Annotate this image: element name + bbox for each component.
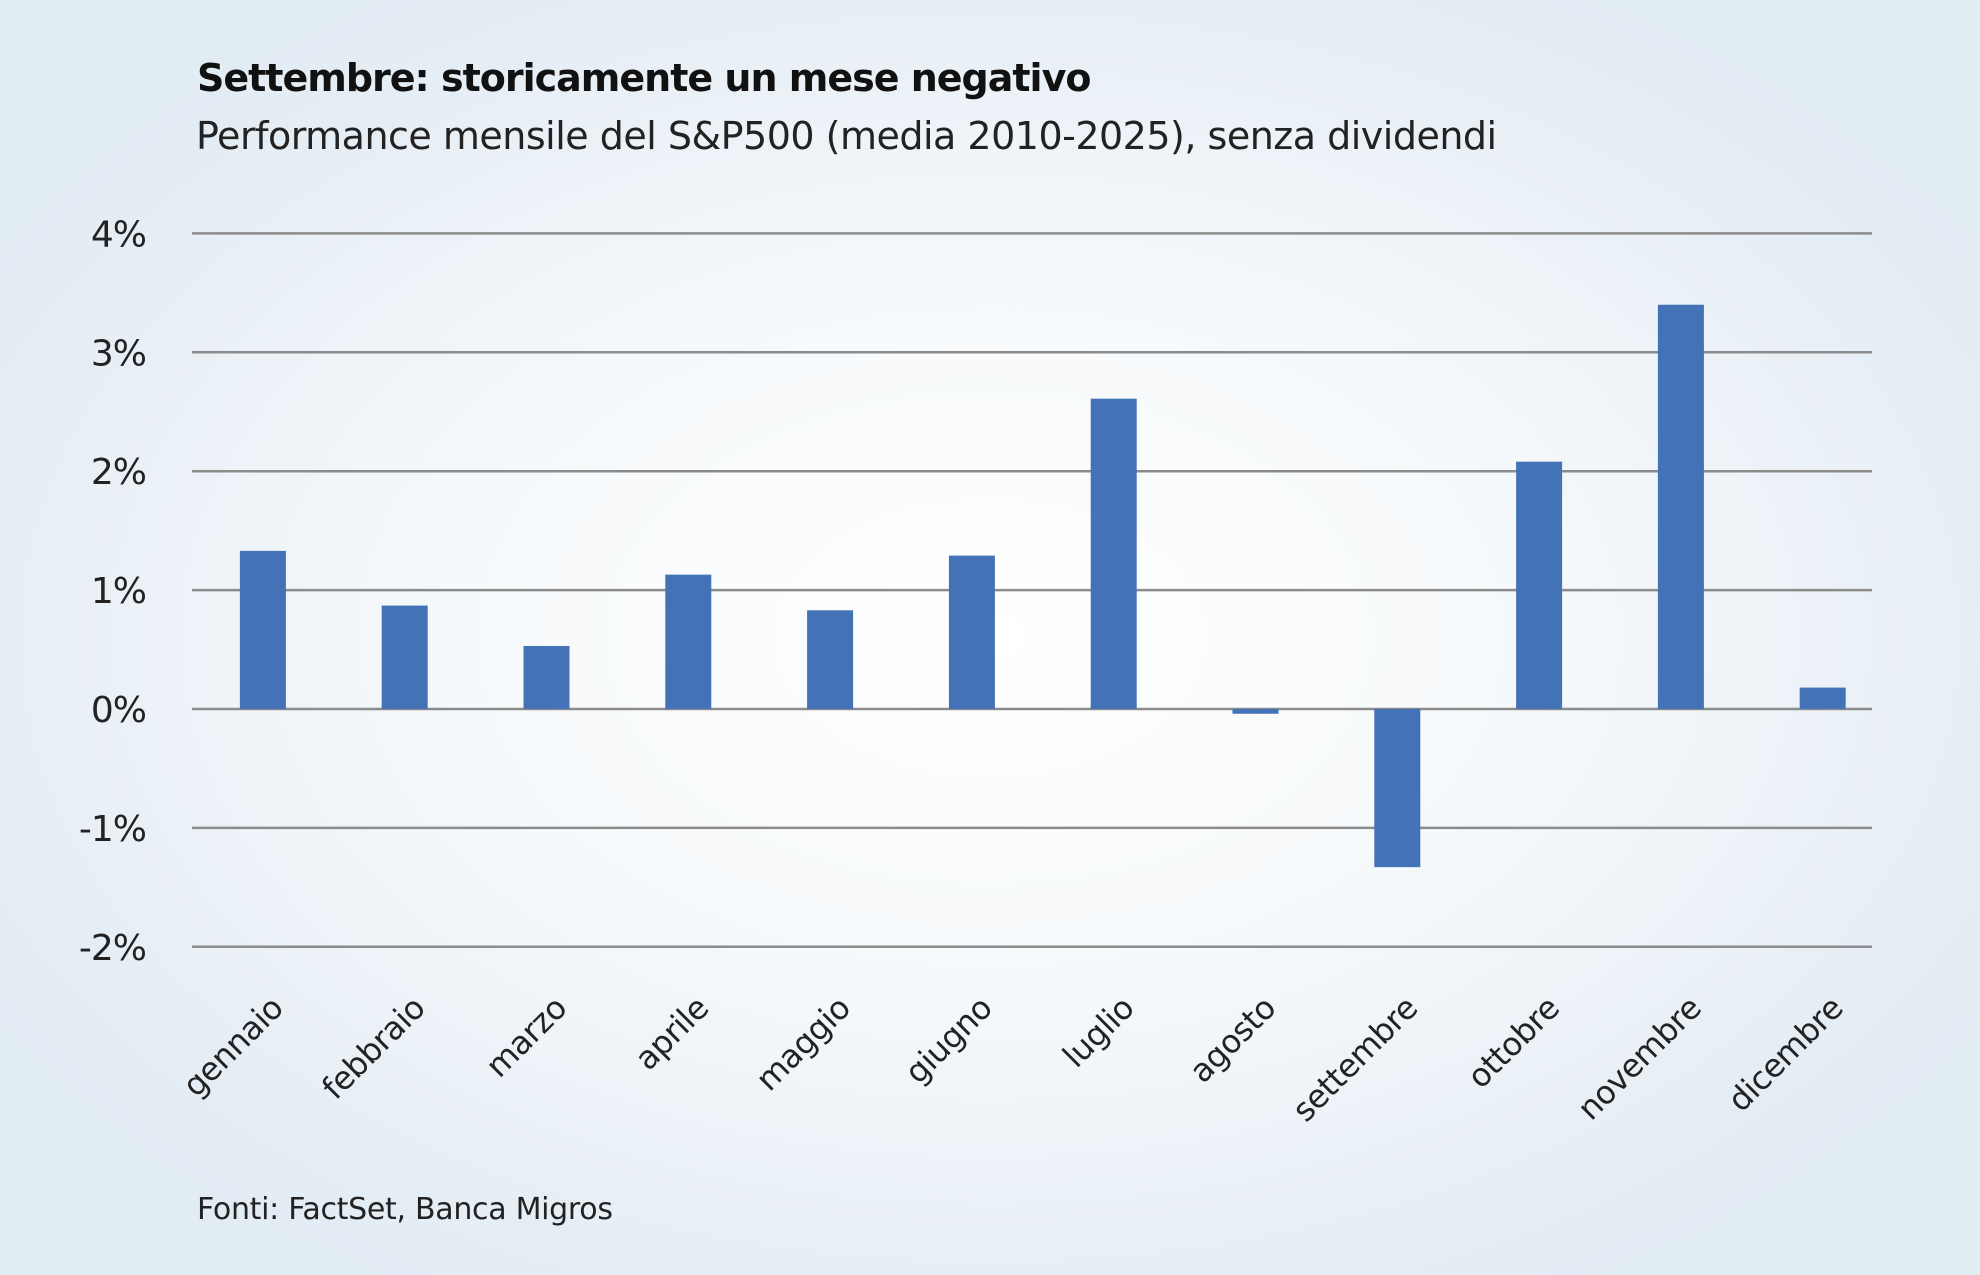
source-note: Fonti: FactSet, Banca Migros xyxy=(197,1192,613,1227)
x-tick-label-dicembre: dicembre xyxy=(1720,989,1850,1119)
bar-maggio xyxy=(807,610,854,709)
bar-marzo xyxy=(523,645,570,709)
x-tick-label-febbraio: febbraio xyxy=(314,989,432,1107)
y-tick-label: -1% xyxy=(79,809,146,850)
bar-febbraio xyxy=(381,605,428,709)
x-axis-ticks: gennaio febbraio marzo aprile maggio giugno lu… xyxy=(175,989,1850,1129)
bar-aprile xyxy=(665,574,712,709)
bar-agosto xyxy=(1232,709,1279,714)
x-tick-label-marzo: marzo xyxy=(478,989,574,1085)
bar-dicembre xyxy=(1799,687,1846,709)
y-axis-ticks: 4% 3% 2% 1% 0% -1% -2% xyxy=(79,214,147,969)
y-tick-label: 3% xyxy=(91,333,146,374)
bars xyxy=(239,304,1846,868)
y-tick-label: 1% xyxy=(91,571,146,612)
bar-luglio xyxy=(1090,398,1137,709)
y-tick-label: -2% xyxy=(79,928,146,969)
x-tick-label-ottobre: ottobre xyxy=(1460,989,1567,1096)
x-tick-label-gennaio: gennaio xyxy=(175,989,290,1104)
x-tick-label-novembre: novembre xyxy=(1570,989,1709,1128)
y-tick-label: 2% xyxy=(91,452,146,493)
x-tick-label-aprile: aprile xyxy=(627,989,716,1078)
gridlines xyxy=(192,232,1872,949)
y-tick-label: 4% xyxy=(91,214,146,255)
bar-giugno xyxy=(948,555,995,709)
x-tick-label-agosto: agosto xyxy=(1182,989,1283,1090)
chart-subtitle: Performance mensile del S&P500 (media 20… xyxy=(196,114,1497,158)
x-tick-label-maggio: maggio xyxy=(748,989,858,1099)
y-tick-label: 0% xyxy=(91,690,146,731)
x-tick-label-luglio: luglio xyxy=(1055,989,1141,1075)
bar-ottobre xyxy=(1516,461,1563,709)
bar-settembre xyxy=(1374,709,1421,868)
x-tick-label-settembre: settembre xyxy=(1285,989,1425,1129)
bar-novembre xyxy=(1657,304,1704,709)
chart-title: Settembre: storicamente un mese negativo xyxy=(197,56,1091,100)
bar-gennaio xyxy=(239,550,286,709)
x-tick-label-giugno: giugno xyxy=(897,989,999,1091)
